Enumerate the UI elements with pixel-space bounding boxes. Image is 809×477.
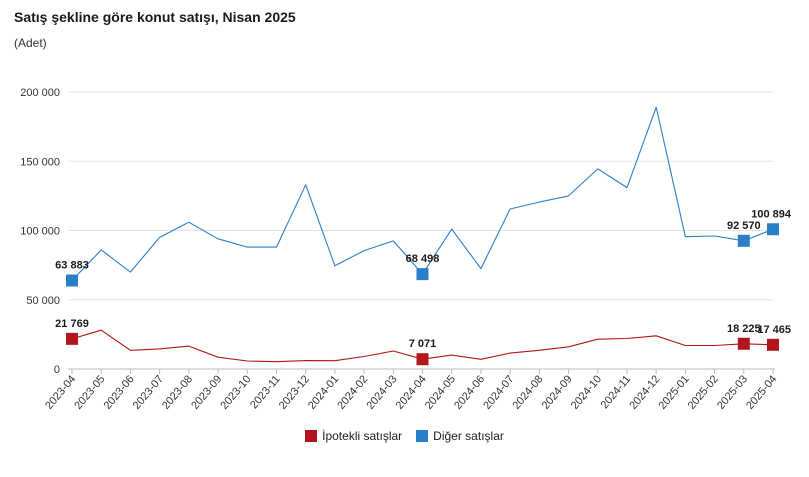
data-label: 92 570 <box>727 220 761 232</box>
x-tick-label: 2025-01 <box>657 373 692 412</box>
x-tick-label: 2023-04 <box>43 373 78 412</box>
data-marker <box>767 223 779 236</box>
data-marker <box>66 274 78 287</box>
y-tick-label: 200 000 <box>20 87 60 99</box>
data-label: 68 498 <box>406 253 440 265</box>
data-marker <box>767 338 779 351</box>
data-label: 21 769 <box>55 318 89 330</box>
x-tick-label: 2024-02 <box>335 373 370 412</box>
data-marker <box>737 337 750 350</box>
x-tick-label: 2025-04 <box>744 373 779 412</box>
data-label: 100 894 <box>751 208 792 220</box>
data-label: 63 883 <box>55 260 89 272</box>
x-tick-label: 2024-07 <box>481 373 516 412</box>
data-marker <box>66 332 78 345</box>
x-tick-label: 2023-07 <box>131 373 166 412</box>
x-tick-label: 2023-09 <box>189 373 224 412</box>
x-tick-label: 2024-01 <box>306 373 341 412</box>
x-tick-label: 2024-10 <box>569 373 604 412</box>
legend-item-ipotekli[interactable]: İpotekli satışlar <box>305 429 402 443</box>
legend-swatch-diger <box>416 430 429 442</box>
x-tick-label: 2024-04 <box>394 373 429 412</box>
x-tick-label: 2023-10 <box>218 373 253 412</box>
x-tick-label: 2024-09 <box>540 373 575 412</box>
data-label: 18 225 <box>727 323 761 335</box>
x-tick-label: 2024-06 <box>452 373 487 412</box>
x-tick-label: 2024-03 <box>364 373 399 412</box>
x-tick-label: 2024-08 <box>510 373 545 412</box>
x-tick-label: 2024-05 <box>423 373 458 412</box>
legend-label-diger: Diğer satışlar <box>433 429 504 443</box>
x-tick-label: 2023-06 <box>102 373 137 412</box>
legend-item-diger[interactable]: Diğer satışlar <box>416 429 504 443</box>
legend: İpotekli satışlar Diğer satışlar <box>0 429 809 443</box>
x-axis: 2023-042023-052023-062023-072023-082023-… <box>43 368 779 412</box>
grid-lines <box>68 91 773 301</box>
y-axis: 0 50 000 100 000 150 000 200 000 <box>20 87 60 376</box>
legend-label-ipotekli: İpotekli satışlar <box>322 429 403 443</box>
x-tick-label: 2023-08 <box>160 373 195 412</box>
data-marker <box>737 234 750 247</box>
y-tick-label: 100 000 <box>20 226 60 238</box>
series-lines <box>71 106 774 363</box>
data-marker <box>416 353 429 366</box>
data-label: 17 465 <box>757 324 791 336</box>
x-tick-label: 2023-05 <box>72 373 107 412</box>
x-tick-label: 2023-12 <box>277 373 312 412</box>
y-tick-label: 150 000 <box>20 156 60 168</box>
data-marker <box>416 268 429 281</box>
chart-subtitle: (Adet) <box>14 36 47 50</box>
legend-swatch-ipotekli <box>305 430 318 442</box>
y-tick-label: 0 <box>54 364 60 376</box>
data-markers <box>66 223 779 366</box>
y-tick-label: 50 000 <box>26 295 60 307</box>
chart-title: Satış şekline göre konut satışı, Nisan 2… <box>14 9 296 25</box>
x-tick-label: 2025-03 <box>715 373 750 412</box>
data-label: 7 071 <box>409 338 437 350</box>
x-tick-label: 2024-12 <box>627 373 662 412</box>
x-tick-label: 2025-02 <box>686 373 721 412</box>
